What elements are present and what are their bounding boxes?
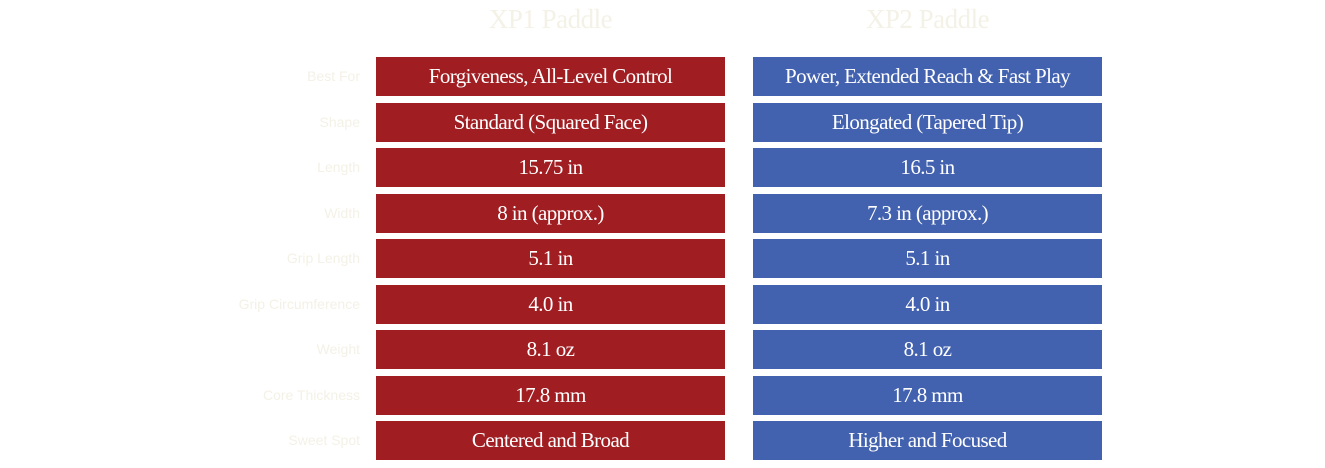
row-label: Width <box>324 205 360 221</box>
row-label: Shape <box>319 114 360 130</box>
xp1-value-cell: 8 in (approx.) <box>376 194 725 233</box>
row-label: Sweet Spot <box>288 432 360 448</box>
row-label: Grip Length <box>286 250 360 266</box>
column-header-xp1: XP1 Paddle <box>488 4 613 34</box>
xp1-value-cell: Standard (Squared Face) <box>376 103 725 142</box>
xp2-value-cell: 17.8 mm <box>753 376 1102 415</box>
row-label: Length <box>317 159 360 175</box>
row-label: Weight <box>316 341 360 357</box>
row-label: Grip Circumference <box>238 296 360 312</box>
xp2-value-cell: 4.0 in <box>753 285 1102 324</box>
xp1-value-cell: 5.1 in <box>376 239 725 278</box>
xp1-value-cell: Centered and Broad <box>376 421 725 460</box>
row-label: Core Thickness <box>262 387 360 403</box>
xp2-value-cell: Higher and Focused <box>753 421 1102 460</box>
xp1-value-cell: 15.75 in <box>376 148 725 187</box>
xp1-value-cell: 17.8 mm <box>376 376 725 415</box>
xp2-value-cell: Elongated (Tapered Tip) <box>753 103 1102 142</box>
xp1-value-cell: 4.0 in <box>376 285 725 324</box>
xp2-value-cell: 5.1 in <box>753 239 1102 278</box>
xp2-value-cell: 16.5 in <box>753 148 1102 187</box>
xp2-value-cell: Power, Extended Reach & Fast Play <box>753 57 1102 96</box>
xp2-value-cell: 8.1 oz <box>753 330 1102 369</box>
row-label: Best For <box>307 68 360 84</box>
xp1-value-cell: Forgiveness, All-Level Control <box>376 57 725 96</box>
column-header-xp2: XP2 Paddle <box>865 4 990 34</box>
xp1-value-cell: 8.1 oz <box>376 330 725 369</box>
xp2-value-cell: 7.3 in (approx.) <box>753 194 1102 233</box>
